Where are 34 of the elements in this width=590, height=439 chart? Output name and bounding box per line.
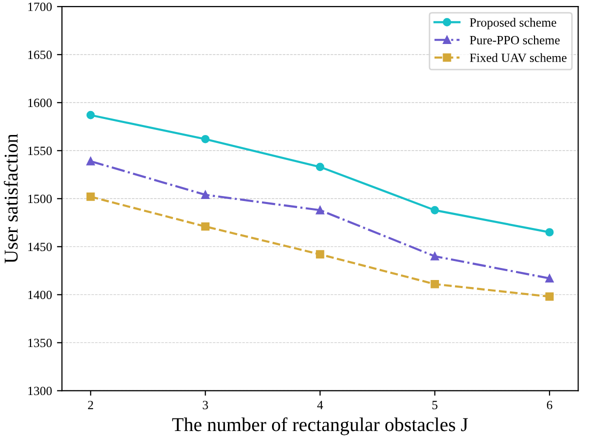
point [316, 250, 324, 259]
y-axis-title: User satisfaction [4, 134, 18, 264]
x-tick-label: 2 [88, 400, 94, 410]
x-axis-title: The number of rectangular obstacles J [172, 417, 468, 436]
point [316, 206, 324, 214]
y-tick-label: 1300 [28, 386, 52, 396]
point [430, 206, 439, 214]
y-tick-label: 1600 [28, 98, 52, 108]
x-tick-label: 6 [546, 400, 552, 410]
point [201, 190, 210, 199]
y-tick-label: 1350 [28, 338, 52, 348]
legend-label: Proposed scheme [470, 18, 556, 30]
point [86, 192, 95, 201]
point [430, 252, 439, 260]
legend-label: Fixed UAV scheme [470, 53, 567, 62]
y-tick-label: 1650 [28, 50, 52, 60]
y-tick-label: 1550 [28, 146, 52, 156]
point [545, 228, 554, 236]
y-tick-label: 1450 [28, 242, 52, 252]
y-tick-label: 1400 [28, 290, 52, 300]
point [201, 222, 210, 231]
legend-label: Pure-PPO scheme [470, 36, 560, 44]
point [86, 110, 95, 120]
y-tick-label: 1500 [28, 194, 52, 204]
point [316, 162, 324, 172]
point [545, 292, 554, 301]
point [545, 274, 554, 283]
point [201, 134, 210, 144]
x-tick-label: 4 [317, 400, 324, 410]
y-tick-label: 1700 [28, 2, 52, 12]
point [86, 157, 95, 166]
x-tick-label: 3 [202, 400, 208, 410]
x-tick-label: 5 [432, 400, 438, 410]
point [430, 280, 439, 288]
